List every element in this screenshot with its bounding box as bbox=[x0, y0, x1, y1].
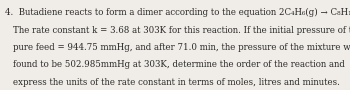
Text: found to be 502.985mmHg at 303K, determine the order of the reaction and: found to be 502.985mmHg at 303K, determi… bbox=[13, 60, 345, 69]
Text: The rate constant k = 3.68 at 303K for this reaction. If the initial pressure of: The rate constant k = 3.68 at 303K for t… bbox=[13, 26, 350, 35]
Text: 4.  Butadiene reacts to form a dimer according to the equation 2C₄H₆(g) → C₈H₁₂(: 4. Butadiene reacts to form a dimer acco… bbox=[5, 7, 350, 17]
Text: express the units of the rate constant in terms of moles, litres and minutes.: express the units of the rate constant i… bbox=[13, 78, 340, 87]
Text: pure feed = 944.75 mmHg, and after 71.0 min, the pressure of the mixture was: pure feed = 944.75 mmHg, and after 71.0 … bbox=[13, 43, 350, 52]
